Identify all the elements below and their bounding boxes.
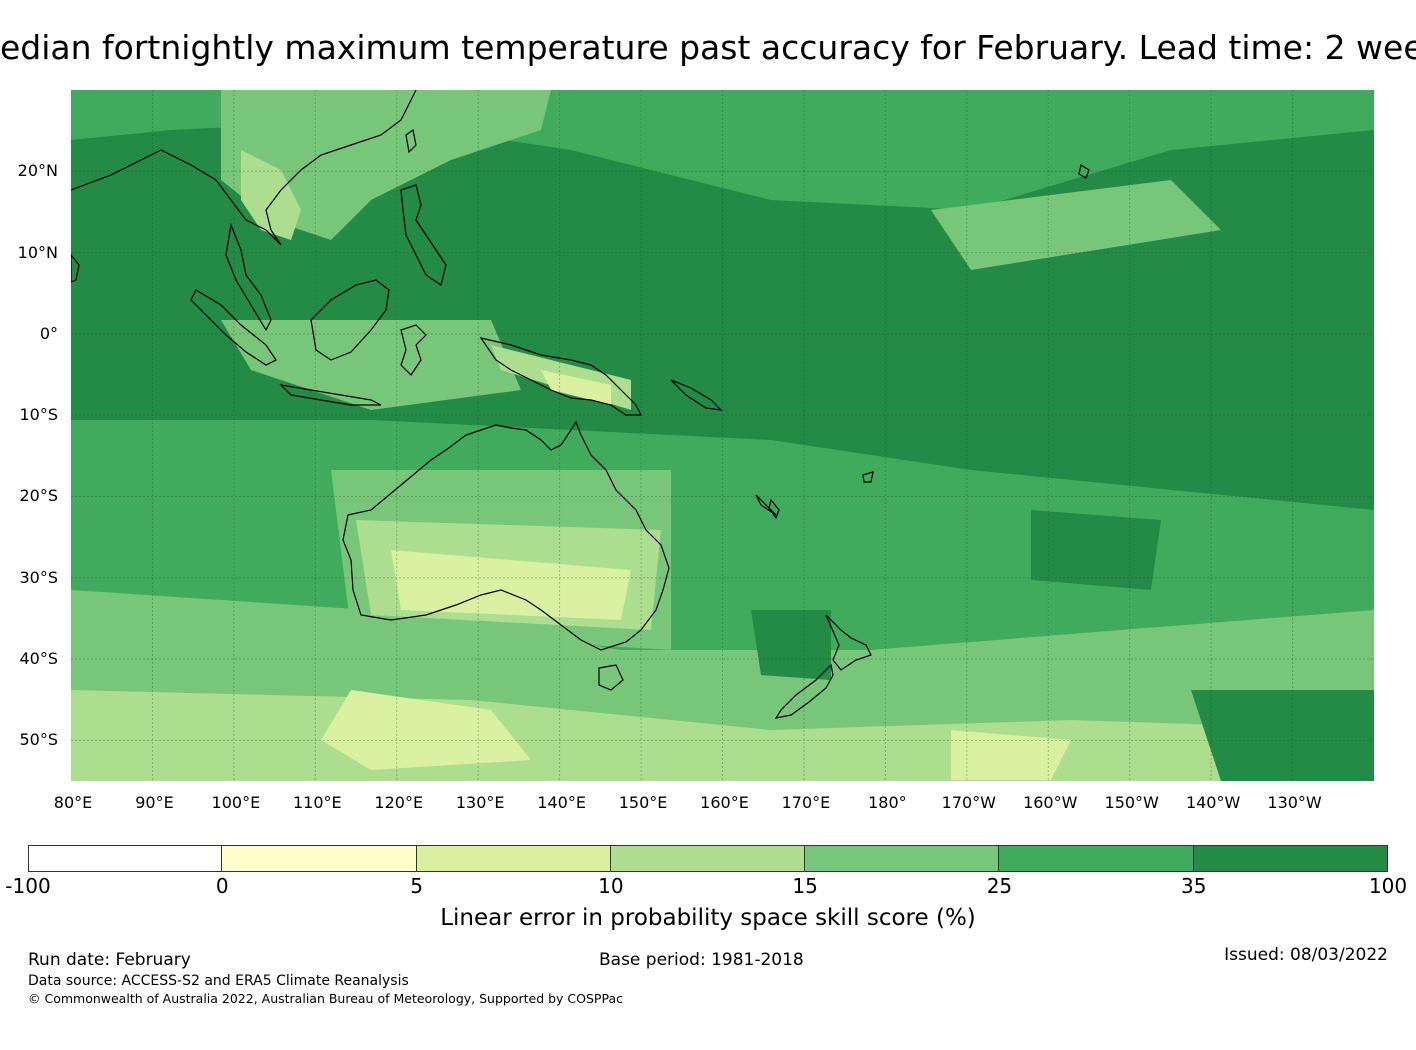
latitude-label: 40°S bbox=[19, 649, 58, 669]
colorbar-segment bbox=[610, 845, 806, 872]
longitude-label: 120°E bbox=[374, 793, 424, 812]
skill-region bbox=[1031, 510, 1161, 590]
philippines-coastline bbox=[400, 184, 447, 286]
copyright: © Commonwealth of Australia 2022, Austra… bbox=[28, 991, 623, 1006]
skill-region bbox=[541, 370, 611, 405]
nz-south-coastline bbox=[774, 663, 834, 719]
colorbar-label: Linear error in probability space skill … bbox=[440, 905, 976, 931]
longitude-label: 160°W bbox=[1023, 793, 1078, 812]
vanuatu-coastline bbox=[768, 498, 780, 520]
longitude-label: 90°E bbox=[135, 793, 174, 812]
sri-lanka-coastline bbox=[71, 254, 80, 283]
hawaii-coastline bbox=[1078, 164, 1090, 179]
longitude-label: 140°W bbox=[1185, 793, 1241, 812]
colorbar-tick-label: 25 bbox=[986, 874, 1013, 898]
new-caledonia-coastline bbox=[755, 494, 777, 516]
skill-region bbox=[1221, 650, 1374, 690]
solomons-coastline bbox=[670, 379, 723, 411]
malay-peninsula-coastline bbox=[225, 222, 272, 332]
issued-date: Issued: 08/03/2022 bbox=[1224, 945, 1388, 965]
colorbar-segment bbox=[416, 845, 611, 872]
colorbar-segment bbox=[999, 845, 1194, 872]
skill-score-map bbox=[71, 90, 1374, 781]
colorbar-tick-label: 10 bbox=[598, 874, 624, 898]
longitude-label: 170°E bbox=[781, 793, 831, 812]
colorbar bbox=[28, 845, 1388, 872]
latitude-label: 10°S bbox=[19, 405, 58, 425]
longitude-label: 150°E bbox=[618, 793, 668, 812]
taiwan-coastline bbox=[405, 128, 417, 154]
skill-region bbox=[1191, 690, 1374, 781]
nz-north-coastline bbox=[825, 614, 872, 671]
longitude-label: 170°W bbox=[941, 793, 996, 812]
colorbar-segment bbox=[28, 845, 223, 872]
run-date: Run date: February bbox=[28, 950, 191, 970]
asia-coastline bbox=[71, 90, 417, 246]
skill-region bbox=[931, 180, 1221, 270]
latitude-label: 0° bbox=[39, 323, 58, 343]
skill-region bbox=[391, 550, 631, 620]
skill-region bbox=[951, 730, 1071, 780]
java-coastline bbox=[279, 384, 382, 406]
fiji-coastline bbox=[862, 471, 874, 483]
longitude-label: 180° bbox=[868, 793, 907, 812]
skill-region bbox=[221, 320, 521, 410]
sulawesi-coastline bbox=[400, 324, 427, 376]
longitude-label: 110°E bbox=[292, 793, 342, 812]
tasmania-coastline bbox=[598, 664, 624, 691]
skill-region bbox=[221, 90, 551, 240]
colorbar-tick-label: 15 bbox=[792, 874, 818, 898]
colorbar-tick-label: 5 bbox=[410, 874, 423, 898]
longitude-label: 160°E bbox=[700, 793, 749, 812]
map-title: edian fortnightly maximum temperature pa… bbox=[0, 28, 1416, 67]
borneo-coastline bbox=[310, 279, 390, 361]
data-source: Data source: ACCESS-S2 and ERA5 Climate … bbox=[28, 973, 409, 989]
colorbar-tick-label: -100 bbox=[5, 874, 51, 898]
longitude-label: 100°E bbox=[211, 793, 261, 812]
latitude-label: 50°S bbox=[19, 730, 58, 750]
australia-coastline bbox=[342, 420, 670, 651]
longitude-label: 140°E bbox=[537, 793, 586, 812]
skill-region bbox=[321, 690, 531, 770]
latitude-label: 30°S bbox=[19, 567, 58, 587]
latitude-label: 20°N bbox=[17, 161, 58, 181]
skill-region bbox=[241, 150, 301, 240]
sumatra-coastline bbox=[190, 289, 277, 366]
colorbar-segment bbox=[805, 845, 1000, 872]
longitude-label: 130°E bbox=[455, 793, 505, 812]
latitude-label: 10°N bbox=[17, 242, 58, 262]
colorbar-segment bbox=[1193, 845, 1388, 872]
longitude-label: 80°E bbox=[53, 793, 93, 812]
longitude-label: 150°W bbox=[1104, 793, 1159, 812]
latitude-label: 20°S bbox=[19, 486, 58, 506]
map-canvas bbox=[71, 90, 1374, 781]
colorbar-tick-label: 100 bbox=[1368, 874, 1408, 898]
colorbar-segment bbox=[222, 845, 417, 872]
longitude-label: 130°W bbox=[1267, 793, 1322, 812]
colorbar-tick-label: 0 bbox=[215, 874, 229, 898]
colorbar-tick-label: 35 bbox=[1180, 874, 1207, 898]
base-period: Base period: 1981-2018 bbox=[599, 950, 804, 970]
skill-region bbox=[751, 610, 831, 680]
new-guinea-coastline bbox=[479, 337, 642, 416]
